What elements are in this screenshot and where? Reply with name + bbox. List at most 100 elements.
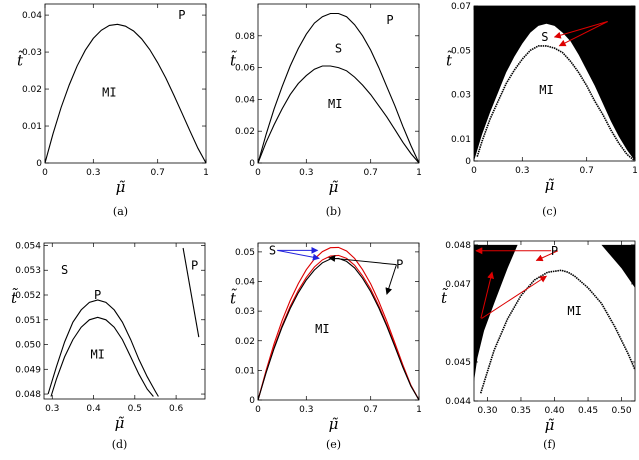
y-axis-label: t̃: [11, 288, 18, 307]
series-line-3: [182, 247, 200, 338]
region-label: S: [476, 316, 483, 330]
y-tick-label: 0.03: [451, 91, 471, 101]
black-region: [474, 6, 635, 161]
panel-e: 0 0.3 0.7 1 0 0.01 0.02 0.03 0.04 0.05 μ̃ t̃ S MI P (e): [230, 242, 422, 451]
region-label: P: [551, 244, 558, 258]
y-tick-label: 0.04: [22, 11, 42, 21]
y-tick-label: 0.04: [235, 95, 255, 105]
plot-area: [45, 23, 206, 163]
annotation-arrow: [480, 275, 548, 320]
region-label: MI: [90, 347, 104, 361]
y-tick-label: 0.07: [451, 2, 471, 12]
y-tick-label: 0.054: [15, 241, 41, 251]
panel-f: 0.30 0.35 0.40 0.45 0.50 0.044 0.045 0.047 0.048…: [441, 240, 636, 451]
x-tick-label: 0.7: [364, 405, 378, 415]
x-tick-label: 0: [255, 405, 261, 415]
series-line-1: [258, 12, 419, 163]
x-tick-label: 1: [632, 166, 638, 176]
y-tick-label: 0.02: [235, 127, 255, 137]
x-tick-label: 0.3: [45, 404, 59, 414]
x-tick-label: 0: [42, 168, 48, 178]
x-tick-label: 0.3: [299, 168, 313, 178]
y-tick-label: 0.044: [445, 397, 471, 407]
x-tick-label: 0.4: [86, 404, 101, 414]
y-tick-label: 0.05: [451, 46, 471, 56]
region-label: P: [609, 15, 616, 29]
y-axis-label: t̃: [230, 50, 237, 69]
panel-caption: (c): [542, 205, 557, 218]
y-tick-label: 0: [249, 396, 255, 406]
y-tick-label: 0: [249, 159, 255, 169]
x-tick-label: 0.3: [515, 166, 529, 176]
y-tick-label: 0.03: [22, 48, 42, 58]
region-label: MI: [328, 97, 342, 111]
x-tick-label: 0.7: [364, 168, 378, 178]
x-tick-label: 1: [416, 168, 422, 178]
y-tick-label: 0.04: [235, 278, 255, 288]
annotation-arrow: [385, 264, 397, 295]
plot-area: [258, 12, 419, 163]
annotation-arrow: [558, 21, 608, 47]
x-tick-label: 1: [416, 405, 422, 415]
series-line-1: [45, 23, 206, 163]
x-tick-label: 0.3: [299, 405, 313, 415]
series-line-1: [476, 45, 635, 161]
y-tick-label: 0.048: [445, 241, 471, 251]
y-tick-label: 0: [465, 157, 471, 167]
y-tick-label: 0: [36, 159, 42, 169]
panel-c: 0 0.3 0.7 1 0 0.01 0.03 0.05 0.07 μ̃ t̃ S MI P (c): [446, 2, 638, 218]
plot-frame: [257, 242, 420, 401]
annotation-arrow: [328, 254, 397, 266]
x-tick-label: 0.35: [511, 406, 531, 416]
y-tick-label: 0.01: [235, 366, 255, 376]
x-tick-label: 0.7: [151, 168, 165, 178]
plot-area: [474, 244, 635, 394]
panel-caption: (e): [326, 438, 341, 451]
x-axis-label: μ̃: [545, 176, 555, 194]
y-tick-label: 0.051: [15, 316, 41, 326]
region-label: P: [178, 8, 185, 22]
y-tick-label: 0.01: [451, 135, 471, 145]
y-tick-label: 0.02: [235, 337, 255, 347]
region-label: MI: [315, 322, 329, 336]
region-label: MI: [539, 83, 553, 97]
plot-frame: [44, 3, 207, 164]
panel-b: 0 0.3 0.7 1 0 0.02 0.04 0.06 0.08 μ̃ t̃ P S MI (b): [230, 3, 422, 218]
x-axis-label: μ̃: [329, 415, 339, 433]
y-tick-label: 0.048: [15, 390, 41, 400]
y-tick-label: 0.08: [235, 32, 255, 42]
x-axis-label: μ̃: [115, 414, 125, 432]
y-axis-label: t̃: [17, 50, 24, 69]
panel-d: 0.3 0.4 0.5 0.6 0.048 0.049 0.050 0.051 0.052 0.0…: [11, 241, 206, 451]
x-tick-label: 0.45: [578, 406, 598, 416]
x-tick-label: 0.30: [477, 406, 497, 416]
black-region: [601, 244, 635, 288]
annotation-arrow: [277, 249, 320, 261]
y-tick-label: 0.02: [22, 85, 42, 95]
x-axis-label: μ̃: [116, 178, 126, 196]
plot-area: [474, 6, 635, 161]
region-label: S: [335, 42, 342, 56]
region-label: P: [191, 258, 198, 272]
x-tick-label: 1: [203, 168, 209, 178]
panel-a: 0 0.3 0.7 1 0 0.01 0.02 0.03 0.04 μ̃ t̃ P MI (a): [17, 3, 209, 218]
series-line-2: [258, 65, 419, 163]
y-tick-label: 0.06: [235, 64, 255, 74]
annotation-arrow: [553, 21, 608, 39]
annotation-arrow: [480, 271, 495, 320]
series-line-1: [258, 246, 419, 400]
panel-caption: (d): [112, 438, 128, 451]
region-label: MI: [102, 86, 116, 100]
x-axis-label: μ̃: [545, 416, 555, 434]
x-axis-label: μ̃: [329, 178, 339, 196]
x-tick-label: 0.6: [169, 404, 184, 414]
y-tick-label: 0.047: [445, 280, 471, 290]
region-label: P: [396, 258, 403, 272]
x-tick-label: 0.3: [86, 168, 100, 178]
plot-area: [47, 247, 200, 397]
panel-caption: (b): [326, 205, 342, 218]
y-tick-label: 0.03: [235, 307, 255, 317]
region-label: S: [269, 243, 276, 257]
y-axis-label: t̃: [441, 288, 448, 307]
y-tick-label: 0.05: [235, 248, 255, 258]
